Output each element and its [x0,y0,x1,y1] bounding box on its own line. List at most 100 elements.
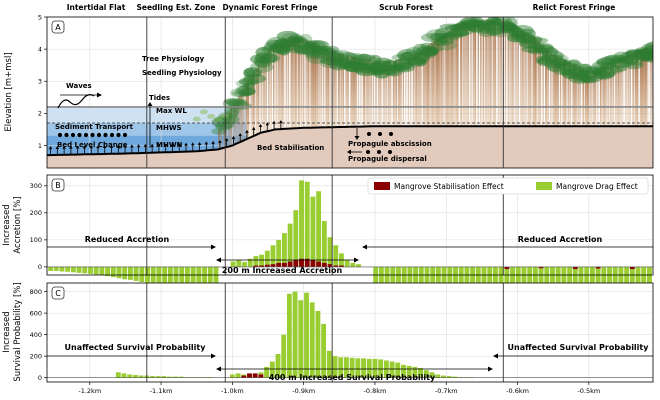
bar-drag [316,191,322,267]
sediment-dot [57,132,63,138]
propagule-dot [389,132,393,136]
canopy-leaf [556,58,569,70]
tree-trunk [228,112,231,147]
tree-trunk [462,23,466,127]
tree-trunk [235,99,238,145]
xtick-label: -1.2km [78,387,101,395]
bar-drag [538,266,544,293]
bar-drag [401,266,407,286]
bed-change-arrowhead [48,146,53,150]
tree-trunk [442,34,445,127]
tree-trunk [258,64,260,134]
canopy-leaf [288,35,309,47]
bar-drag [447,266,453,290]
bar-drag [270,245,276,267]
bar-stabilisation [304,258,310,267]
tree-trunk [472,21,476,127]
tree-trunk [415,53,418,127]
panel-c-ylabel-line1: Increased [2,311,12,352]
tree-trunk [270,47,272,131]
bed-change-arrowhead [258,123,263,127]
bar-drag [333,245,339,267]
tree-trunk [248,79,250,139]
bar-stabilisation [287,261,293,267]
canopy-leaf [373,57,392,66]
canopy-leaf [293,36,306,44]
tree-trunk [460,23,463,127]
bar-drag [384,266,390,285]
zone-title-seedling: Seedling Est. Zone [136,3,215,12]
bar-stabilisation [293,260,299,267]
bar-drag [115,372,121,378]
panel-b-ylabel-line2: Accretion [%] [13,196,23,253]
tree-trunk [435,39,438,127]
bar-drag [344,357,349,378]
canopy-leaf [225,108,240,118]
reduced-left-arrowhead [211,244,216,250]
bar-drag [309,302,315,378]
canopy-leaf [439,35,454,46]
canopy-leaf [548,58,567,66]
tree-trunk [407,55,410,127]
bed-change-arrowhead [279,120,283,124]
ytick-label: 0 [38,263,42,271]
bar-stabilisation [241,375,247,378]
tree-trunk [263,56,266,133]
tree-trunk [647,47,649,127]
bar-drag [281,233,287,267]
tree-trunk [310,42,314,128]
bar-drag [332,356,338,378]
tree-trunk [430,42,434,127]
bar-drag [378,359,384,378]
canopy-leaf [544,61,566,69]
tree-trunk [312,43,316,128]
tree-trunk [233,104,236,146]
bar-drag [407,266,413,287]
bed-change-arrowhead [218,139,222,143]
tree-trunk [345,55,349,127]
bar-drag [412,366,418,378]
tree-trunk [360,58,362,127]
bar-stabilisation [316,261,322,267]
sediment-dot [70,132,76,138]
tree-trunk [362,59,366,127]
bar-drag [229,374,235,378]
tree-trunk [602,65,606,127]
bed-change-arrowhead [157,143,161,147]
canopy-leaf [485,26,503,37]
sediment-dot [83,132,89,138]
panel-b-ylabel-line1: Increased [2,204,12,245]
tree-trunk [370,59,372,127]
bed-change-arrowhead [55,145,60,149]
tree-trunk [617,58,620,127]
tree-trunk [380,60,382,127]
canopy-leaf [249,61,274,73]
bed-change-arrowhead [62,145,66,149]
bar-drag [138,375,144,378]
canopy-leaf [485,17,502,26]
bar-drag [544,266,550,293]
zone-titles: Intertidal Flat Seedling Est. Zone Dynam… [67,3,616,12]
bar-drag [453,266,458,290]
tree-trunk [632,53,635,127]
propagule-dot [388,150,392,154]
bar-drag [395,362,401,378]
bed-change-arrowhead [251,126,256,130]
bed-change-arrowhead [123,144,127,148]
bar-drag [527,266,533,293]
tree-trunk [500,21,502,127]
ytick-label: 1 [38,142,42,150]
canopy-leaf [528,37,549,44]
bar-drag [464,266,470,291]
tree-trunk [377,60,381,127]
bar-drag [179,266,185,287]
tree-trunk [579,67,582,127]
bar-stabilisation [333,265,339,267]
panel-c-label: C [55,289,61,298]
bar-drag [550,266,555,293]
canopy-leaf [456,30,470,37]
bar-drag [458,266,464,291]
bed-change-arrowhead [224,138,229,142]
tree-trunk [405,56,407,127]
bar-drag [595,266,601,294]
